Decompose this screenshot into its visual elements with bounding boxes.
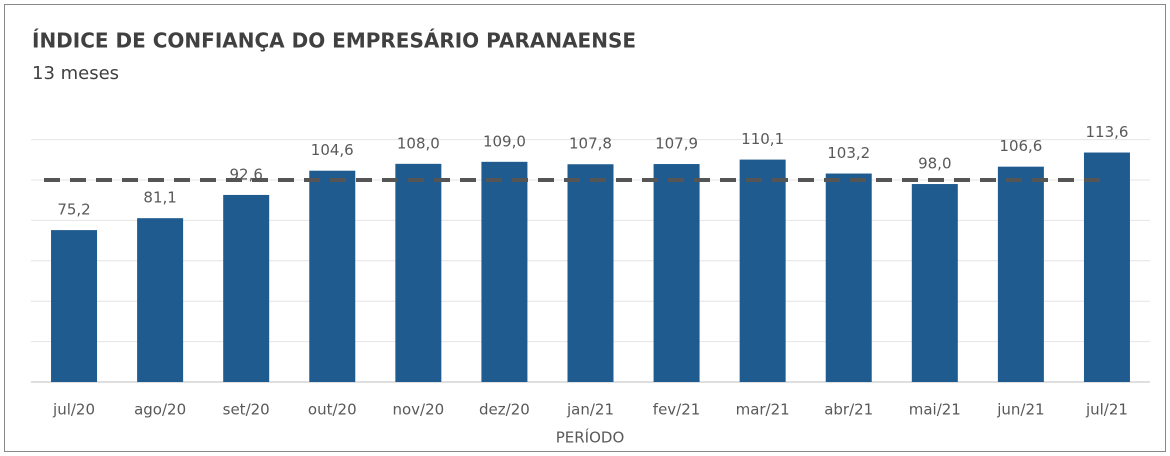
data-label: 107,9 — [655, 135, 698, 153]
data-label: 103,2 — [827, 144, 870, 162]
x-tick-label: jul/21 — [1085, 401, 1128, 419]
x-tick-label: nov/20 — [392, 401, 444, 419]
chart-subtitle: 13 meses — [32, 63, 119, 84]
data-label: 110,1 — [741, 130, 784, 148]
data-label: 109,0 — [483, 132, 526, 150]
bar — [653, 164, 700, 382]
x-tick-label: dez/20 — [479, 401, 530, 419]
x-tick-label: mar/21 — [736, 401, 790, 419]
x-axis-label: PERÍODO — [556, 428, 625, 447]
bar — [825, 173, 872, 382]
bar — [223, 194, 270, 382]
x-tick-label: fev/21 — [653, 401, 701, 419]
bar — [739, 159, 786, 382]
data-label: 81,1 — [143, 189, 176, 207]
bar — [481, 161, 528, 382]
bar — [395, 163, 442, 382]
chart-title: ÍNDICE DE CONFIANÇA DO EMPRESÁRIO PARANA… — [32, 29, 636, 53]
data-label: 108,0 — [397, 134, 440, 152]
bar — [911, 184, 958, 382]
bar — [997, 166, 1044, 382]
data-label: 104,6 — [311, 141, 354, 159]
x-tick-label: jul/20 — [52, 401, 95, 419]
data-label: 113,6 — [1085, 123, 1128, 141]
x-tick-label: set/20 — [223, 401, 270, 419]
data-label: 107,8 — [569, 135, 612, 153]
data-label: 98,0 — [918, 155, 951, 173]
x-tick-label: jun/21 — [996, 401, 1044, 419]
bar — [137, 218, 184, 382]
bar — [51, 230, 98, 382]
x-tick-label: jan/21 — [566, 401, 614, 419]
x-tick-label: mai/21 — [909, 401, 961, 419]
x-tick-label: ago/20 — [134, 401, 186, 419]
x-tick-label: out/20 — [308, 401, 357, 419]
x-tick-label: abr/21 — [824, 401, 873, 419]
bar — [567, 164, 614, 382]
data-label: 75,2 — [57, 201, 90, 219]
bar — [1083, 152, 1130, 382]
bar — [309, 170, 356, 382]
data-label: 106,6 — [999, 137, 1042, 155]
